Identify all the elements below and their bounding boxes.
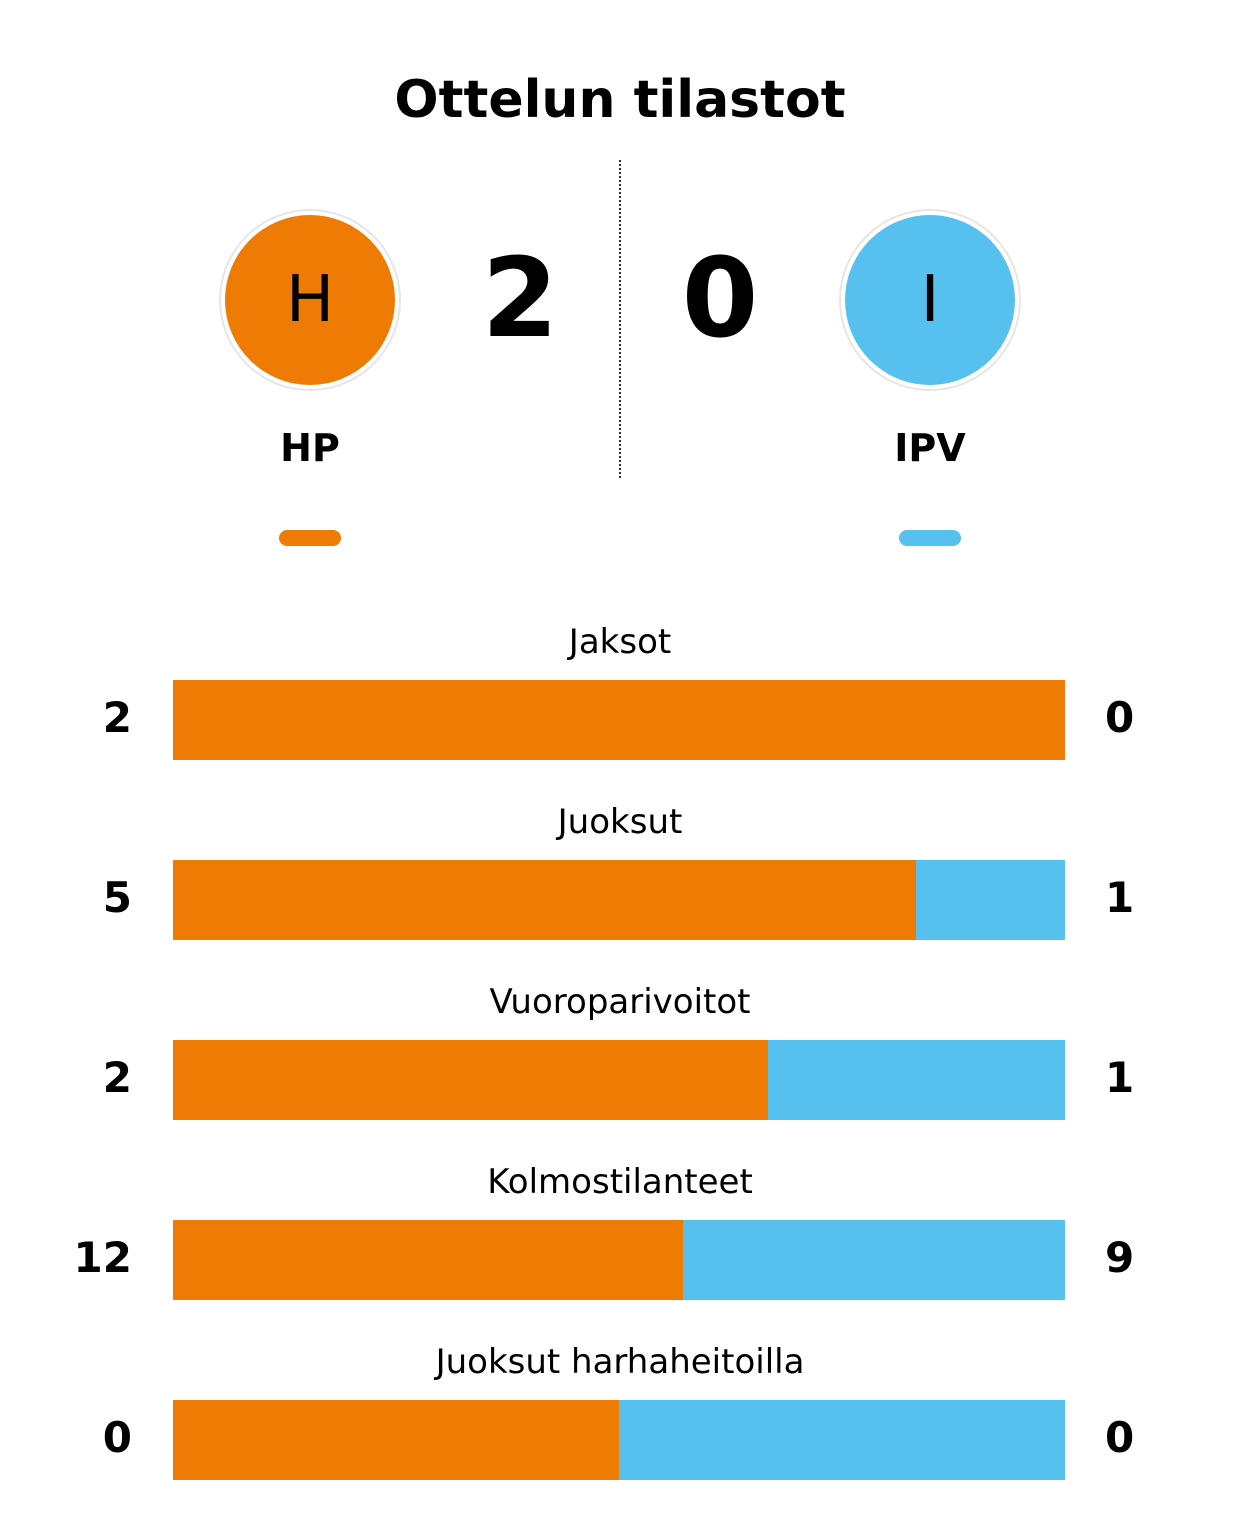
home-bar-segment — [173, 860, 917, 940]
home-team-logo: H — [225, 215, 395, 385]
stat-label: Juoksut harhaheitoilla — [435, 1342, 805, 1382]
stat-row: Kolmostilanteet 12 9 — [0, 1160, 1240, 1340]
away-bar-segment — [682, 1220, 1065, 1300]
home-team-name: HP — [280, 426, 340, 470]
stat-row: Juoksut 5 1 — [0, 800, 1240, 980]
stat-label: Kolmostilanteet — [487, 1162, 753, 1202]
away-bar-segment — [767, 1040, 1065, 1120]
stat-label: Juoksut — [557, 802, 683, 842]
away-stat-value: 0 — [1105, 693, 1135, 742]
home-stat-value: 2 — [102, 1053, 132, 1102]
away-team-logo: I — [845, 215, 1015, 385]
stat-bar — [173, 860, 1065, 940]
stat-bar — [173, 1040, 1065, 1120]
stat-label: Vuoroparivoitot — [489, 982, 751, 1022]
home-stat-value: 0 — [102, 1413, 132, 1462]
home-bar-segment — [173, 680, 1065, 760]
home-bar-segment — [173, 1400, 619, 1480]
page-title: Ottelun tilastot — [394, 70, 846, 130]
away-team-initial: I — [920, 263, 940, 337]
away-color-legend — [899, 530, 961, 546]
stat-row: Vuoroparivoitot 2 1 — [0, 980, 1240, 1160]
away-stat-value: 0 — [1105, 1413, 1135, 1462]
stat-bar — [173, 1400, 1065, 1480]
stat-row: Juoksut harhaheitoilla 0 0 — [0, 1340, 1240, 1520]
home-color-legend — [279, 530, 341, 546]
stat-bar — [173, 1220, 1065, 1300]
away-stat-value: 1 — [1105, 1053, 1135, 1102]
away-score: 0 — [681, 234, 759, 362]
stat-bar — [173, 680, 1065, 760]
home-stat-value: 12 — [73, 1233, 132, 1282]
away-bar-segment — [619, 1400, 1065, 1480]
stat-label: Jaksot — [568, 622, 672, 662]
home-score: 2 — [481, 234, 559, 362]
away-bar-segment — [916, 860, 1065, 940]
home-bar-segment — [173, 1220, 683, 1300]
away-team-name: IPV — [894, 426, 966, 470]
away-stat-value: 1 — [1105, 873, 1135, 922]
home-stat-value: 2 — [102, 693, 132, 742]
score-divider — [619, 160, 621, 478]
home-stat-value: 5 — [102, 873, 132, 922]
stat-row: Jaksot 2 0 — [0, 620, 1240, 800]
home-bar-segment — [173, 1040, 768, 1120]
home-team-initial: H — [285, 263, 335, 337]
away-stat-value: 9 — [1105, 1233, 1135, 1282]
